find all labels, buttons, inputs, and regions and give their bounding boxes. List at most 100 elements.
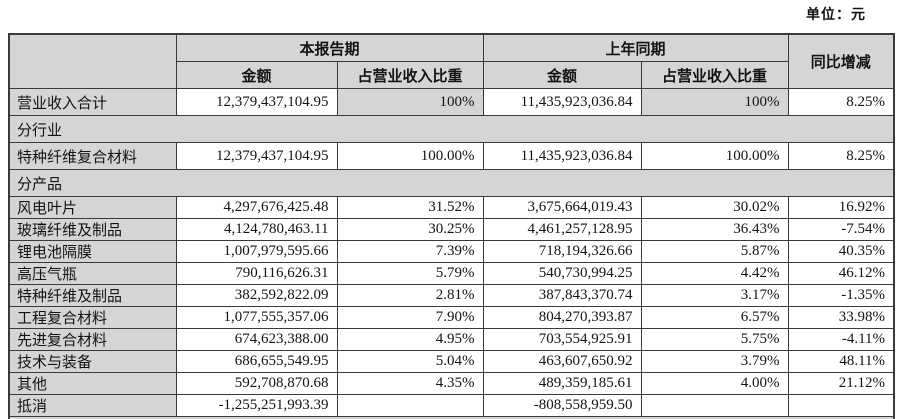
- pct-prior-cell: 5.75%: [640, 328, 789, 351]
- section-label-cell: 分行业: [8, 115, 895, 143]
- row-label-cell: 其他: [8, 372, 177, 395]
- pct-current-cell: 100%: [336, 88, 484, 116]
- amount-prior-cell: 11,435,923,036.84: [482, 88, 642, 116]
- current-period-header: 本报告期: [175, 33, 484, 62]
- table-row: 玻璃纤维及制品 4,124,780,463.11 30.25% 4,461,257,1…: [8, 218, 895, 241]
- section-label-cell: 分产品: [8, 169, 895, 197]
- pct-current-cell: 2.81%: [336, 284, 484, 307]
- table-header: 本报告期 上年同期 同比增减 金额 占营业收入比重 金额 占营业收入比重: [8, 33, 895, 89]
- pct-prior-cell: 30.02%: [640, 196, 789, 219]
- amount-prior-cell: 11,435,923,036.84: [482, 142, 642, 170]
- amount-current-cell: 1,007,979,595.66: [175, 240, 338, 263]
- table-row: 先进复合材料 674,623,388.00 4.95% 703,554,925.91 5…: [8, 328, 895, 351]
- pct-prior-cell: 5.87%: [640, 240, 789, 263]
- yoy-cell: -1.35%: [787, 284, 895, 307]
- amount-prior-header: 金额: [482, 61, 642, 89]
- pct-prior-cell: 3.17%: [640, 284, 789, 307]
- clipped-row-cell: [8, 416, 895, 419]
- amount-prior-cell: 3,675,664,019.43: [482, 196, 642, 219]
- pct-current-cell: [336, 394, 484, 417]
- row-label-cell: 工程复合材料: [8, 306, 177, 329]
- pct-current-cell: 31.52%: [336, 196, 484, 219]
- amount-current-cell: 12,379,437,104.95: [175, 88, 338, 116]
- row-label-cell: 锂电池隔膜: [8, 240, 177, 263]
- yoy-cell: 33.98%: [787, 306, 895, 329]
- yoy-cell: 8.25%: [787, 88, 895, 116]
- pct-current-cell: 7.39%: [336, 240, 484, 263]
- amount-prior-cell: 387,843,370.74: [482, 284, 642, 307]
- table-body: 营业收入合计 12,379,437,104.95 100% 11,435,923,03…: [8, 88, 895, 419]
- pct-current-cell: 30.25%: [336, 218, 484, 241]
- amount-prior-cell: 718,194,326.66: [482, 240, 642, 263]
- table-row: 营业收入合计 12,379,437,104.95 100% 11,435,923,03…: [8, 88, 895, 116]
- yoy-cell: 40.35%: [787, 240, 895, 263]
- table-row: 其他 592,708,870.68 4.35% 489,359,185.61 4.00%…: [8, 372, 895, 395]
- row-label-cell: 玻璃纤维及制品: [8, 218, 177, 241]
- table-row: 特种纤维复合材料 12,379,437,104.95 100.00% 11,435,9…: [8, 142, 895, 170]
- row-label-cell: 特种纤维及制品: [8, 284, 177, 307]
- pct-current-cell: 7.90%: [336, 306, 484, 329]
- amount-prior-cell: 4,461,257,128.95: [482, 218, 642, 241]
- row-label-cell: 风电叶片: [8, 196, 177, 219]
- amount-current-cell: 12,379,437,104.95: [175, 142, 338, 170]
- yoy-cell: -7.54%: [787, 218, 895, 241]
- pct-prior-cell: 100.00%: [640, 142, 789, 170]
- header-row-periods: 本报告期 上年同期 同比增减: [8, 33, 895, 89]
- amount-current-cell: 4,297,676,425.48: [175, 196, 338, 219]
- row-label-cell: 先进复合材料: [8, 328, 177, 351]
- pct-current-header: 占营业收入比重: [336, 61, 484, 89]
- amount-current-cell: 382,592,822.09: [175, 284, 338, 307]
- amount-prior-cell: 489,359,185.61: [482, 372, 642, 395]
- amount-current-cell: -1,255,251,993.39: [175, 394, 338, 417]
- pct-prior-cell: 4.42%: [640, 262, 789, 285]
- amount-current-cell: 674,623,388.00: [175, 328, 338, 351]
- yoy-cell: 46.12%: [787, 262, 895, 285]
- unit-label: 单位：元: [806, 8, 866, 23]
- pct-current-cell: 4.35%: [336, 372, 484, 395]
- table-row: 高压气瓶 790,116,626.31 5.79% 540,730,994.25 4.4…: [8, 262, 895, 285]
- yoy-cell: 21.12%: [787, 372, 895, 395]
- amount-prior-cell: 463,607,650.92: [482, 350, 642, 373]
- pct-prior-cell: 36.43%: [640, 218, 789, 241]
- amount-current-cell: 592,708,870.68: [175, 372, 338, 395]
- yoy-cell: -4.11%: [787, 328, 895, 351]
- pct-prior-cell: [640, 394, 789, 417]
- amount-current-header: 金额: [175, 61, 338, 89]
- table-row: 锂电池隔膜 1,007,979,595.66 7.39% 718,194,326.66…: [8, 240, 895, 263]
- pct-prior-header: 占营业收入比重: [640, 61, 789, 89]
- amount-current-cell: 4,124,780,463.11: [175, 218, 338, 241]
- pct-prior-cell: 100%: [640, 88, 789, 116]
- row-label-cell: 高压气瓶: [8, 262, 177, 285]
- table-row: 技术与装备 686,655,549.95 5.04% 463,607,650.92 3.…: [8, 350, 895, 373]
- pct-current-cell: 100.00%: [336, 142, 484, 170]
- pct-current-cell: 5.04%: [336, 350, 484, 373]
- section-row: 分产品: [8, 169, 895, 197]
- pct-current-cell: 4.95%: [336, 328, 484, 351]
- pct-current-cell: 5.79%: [336, 262, 484, 285]
- row-label-cell: 技术与装备: [8, 350, 177, 373]
- row-label-cell: 营业收入合计: [8, 88, 177, 116]
- amount-prior-cell: -808,558,959.50: [482, 394, 642, 417]
- table-row: 特种纤维及制品 382,592,822.09 2.81% 387,843,370.74…: [8, 284, 895, 307]
- header-row-measures: 金额 占营业收入比重 金额 占营业收入比重: [9, 61, 894, 89]
- table-row: 抵消 -1,255,251,993.39 -808,558,959.50: [8, 394, 895, 417]
- pct-prior-cell: 6.57%: [640, 306, 789, 329]
- yoy-header: 同比增减: [787, 33, 895, 89]
- amount-current-cell: 790,116,626.31: [175, 262, 338, 285]
- yoy-cell: 16.92%: [787, 196, 895, 219]
- row-label-cell: 抵消: [8, 394, 177, 417]
- yoy-cell: 8.25%: [787, 142, 895, 170]
- clipped-row: [8, 416, 895, 419]
- amount-prior-cell: 703,554,925.91: [482, 328, 642, 351]
- prior-period-header: 上年同期: [482, 33, 789, 62]
- pct-prior-cell: 3.79%: [640, 350, 789, 373]
- yoy-cell: [787, 394, 895, 417]
- amount-prior-cell: 804,270,393.87: [482, 306, 642, 329]
- table-row: 风电叶片 4,297,676,425.48 31.52% 3,675,664,019.…: [8, 196, 895, 219]
- amount-current-cell: 1,077,555,357.06: [175, 306, 338, 329]
- row-label-cell: 特种纤维复合材料: [8, 142, 177, 170]
- table-row: 工程复合材料 1,077,555,357.06 7.90% 804,270,393.8…: [8, 306, 895, 329]
- amount-current-cell: 686,655,549.95: [175, 350, 338, 373]
- amount-prior-cell: 540,730,994.25: [482, 262, 642, 285]
